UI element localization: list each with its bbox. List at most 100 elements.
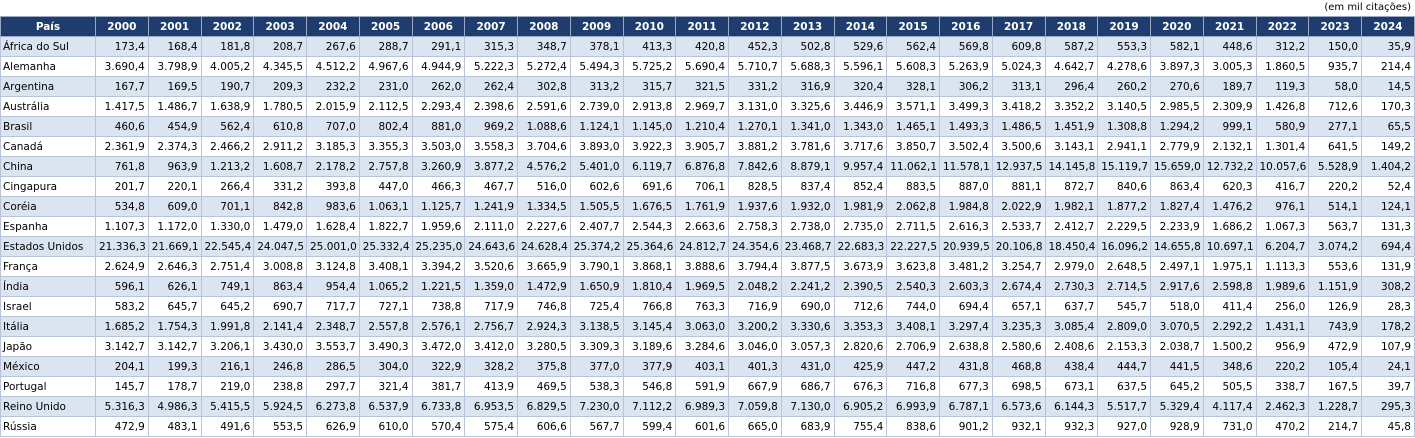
value-cell: 2.374,3 bbox=[147, 136, 202, 157]
value-cell: 6.876,8 bbox=[675, 156, 729, 177]
value-cell: 304,0 bbox=[358, 356, 413, 377]
value-cell: 5.924,5 bbox=[253, 396, 307, 417]
country-cell: Austrália bbox=[0, 96, 96, 117]
value-cell: 145,7 bbox=[95, 376, 149, 397]
value-cell: 840,6 bbox=[1097, 176, 1151, 197]
value-cell: 214,7 bbox=[1308, 416, 1362, 437]
value-cell: 3.520,6 bbox=[464, 256, 518, 277]
value-cell: 553,5 bbox=[253, 416, 307, 437]
value-cell: 5.316,3 bbox=[95, 396, 149, 417]
value-cell: 295,3 bbox=[1361, 396, 1415, 417]
value-cell: 546,8 bbox=[622, 376, 677, 397]
value-cell: 316,9 bbox=[780, 76, 835, 97]
value-cell: 167,7 bbox=[95, 76, 149, 97]
value-cell: 2.111,0 bbox=[464, 216, 518, 237]
value-cell: 932,1 bbox=[991, 416, 1046, 437]
value-cell: 11.062,1 bbox=[886, 156, 940, 177]
value-cell: 119,3 bbox=[1255, 76, 1310, 97]
value-cell: 2.779,9 bbox=[1150, 136, 1204, 157]
value-cell: 2.408,6 bbox=[1044, 336, 1099, 357]
value-cell: 3.888,6 bbox=[675, 256, 729, 277]
year-header: 2010 bbox=[622, 16, 677, 37]
value-cell: 626,9 bbox=[306, 416, 360, 437]
value-cell: 707,0 bbox=[306, 116, 360, 137]
value-cell: 1.969,5 bbox=[675, 276, 729, 297]
value-cell: 2.227,6 bbox=[517, 216, 571, 237]
value-cell: 5.329,4 bbox=[1150, 396, 1204, 417]
value-cell: 626,1 bbox=[147, 276, 202, 297]
value-cell: 3.673,9 bbox=[833, 256, 888, 277]
value-cell: 2.132,1 bbox=[1202, 136, 1257, 157]
value-cell: 1.431,1 bbox=[1255, 316, 1310, 337]
value-cell: 4.117,4 bbox=[1202, 396, 1257, 417]
value-cell: 1.780,5 bbox=[253, 96, 307, 117]
value-cell: 2.730,3 bbox=[1044, 276, 1099, 297]
value-cell: 763,3 bbox=[675, 296, 729, 317]
value-cell: 2.576,1 bbox=[411, 316, 466, 337]
value-cell: 2.751,4 bbox=[200, 256, 255, 277]
value-cell: 580,9 bbox=[1255, 116, 1310, 137]
value-cell: 58,0 bbox=[1308, 76, 1362, 97]
value-cell: 3.260,9 bbox=[411, 156, 466, 177]
value-cell: 1.685,2 bbox=[95, 316, 149, 337]
value-cell: 837,4 bbox=[780, 176, 835, 197]
value-cell: 3.922,3 bbox=[622, 136, 677, 157]
value-cell: 701,1 bbox=[200, 196, 255, 217]
value-cell: 20.106,8 bbox=[991, 236, 1046, 257]
value-cell: 1.479,0 bbox=[253, 216, 307, 237]
value-cell: 602,6 bbox=[569, 176, 624, 197]
value-cell: 3.623,8 bbox=[886, 256, 940, 277]
value-cell: 262,4 bbox=[464, 76, 518, 97]
value-cell: 6.733,8 bbox=[411, 396, 466, 417]
value-cell: 4.944,9 bbox=[411, 56, 466, 77]
value-cell: 9.957,4 bbox=[833, 156, 888, 177]
value-cell: 209,3 bbox=[253, 76, 307, 97]
value-cell: 5.725,2 bbox=[622, 56, 677, 77]
value-cell: 2.038,7 bbox=[1150, 336, 1204, 357]
value-cell: 470,2 bbox=[1255, 416, 1310, 437]
value-cell: 610,8 bbox=[253, 116, 307, 137]
table-row: Itália 1.685,2 1.754,3 1.991,8 2.141,4 2.348,… bbox=[0, 316, 1415, 337]
year-header: 2000 bbox=[95, 16, 149, 37]
value-cell: 1.359,0 bbox=[464, 276, 518, 297]
value-cell: 1.981,9 bbox=[833, 196, 888, 217]
value-cell: 315,7 bbox=[622, 76, 677, 97]
table-row: China 761,8 963,9 1.213,2 1.608,7 2.178,2 2.75… bbox=[0, 156, 1415, 177]
value-cell: 567,7 bbox=[569, 416, 624, 437]
value-cell: 167,5 bbox=[1308, 376, 1362, 397]
value-cell: 267,6 bbox=[306, 36, 360, 57]
value-cell: 25.235,0 bbox=[411, 236, 466, 257]
year-header: 2024 bbox=[1361, 16, 1415, 37]
year-header: 2016 bbox=[939, 16, 993, 37]
value-cell: 1.686,2 bbox=[1202, 216, 1257, 237]
value-cell: 15.659,0 bbox=[1150, 156, 1204, 177]
value-cell: 3.284,6 bbox=[675, 336, 729, 357]
table-row: Argentina 167,7 169,5 190,7 209,3 232,2 231,0 2… bbox=[0, 76, 1415, 97]
value-cell: 3.355,3 bbox=[358, 136, 413, 157]
value-cell: 1.493,3 bbox=[939, 116, 993, 137]
value-cell: 2.706,9 bbox=[886, 336, 940, 357]
table-row: África do Sul 173,4 168,4 181,8 208,7 267,6 28… bbox=[0, 36, 1415, 57]
value-cell: 6.953,5 bbox=[464, 396, 518, 417]
value-cell: 5.517,7 bbox=[1097, 396, 1151, 417]
value-cell: 583,2 bbox=[95, 296, 149, 317]
value-cell: 3.665,9 bbox=[517, 256, 571, 277]
value-cell: 14.145,8 bbox=[1044, 156, 1099, 177]
country-cell: Rússia bbox=[0, 416, 96, 437]
value-cell: 749,1 bbox=[200, 276, 255, 297]
value-cell: 2.756,7 bbox=[464, 316, 518, 337]
value-cell: 3.142,7 bbox=[147, 336, 202, 357]
value-cell: 6.537,9 bbox=[358, 396, 413, 417]
value-cell: 2.141,4 bbox=[253, 316, 307, 337]
value-cell: 518,0 bbox=[1150, 296, 1204, 317]
value-cell: 3.558,3 bbox=[464, 136, 518, 157]
value-cell: 431,8 bbox=[939, 356, 993, 377]
value-cell: 1.827,4 bbox=[1150, 196, 1204, 217]
value-cell: 673,1 bbox=[1044, 376, 1099, 397]
year-header: 2008 bbox=[517, 16, 571, 37]
value-cell: 3.500,6 bbox=[991, 136, 1046, 157]
year-header: 2020 bbox=[1150, 16, 1204, 37]
year-header: 2009 bbox=[569, 16, 624, 37]
value-cell: 2.924,3 bbox=[517, 316, 571, 337]
value-cell: 3.553,7 bbox=[306, 336, 360, 357]
